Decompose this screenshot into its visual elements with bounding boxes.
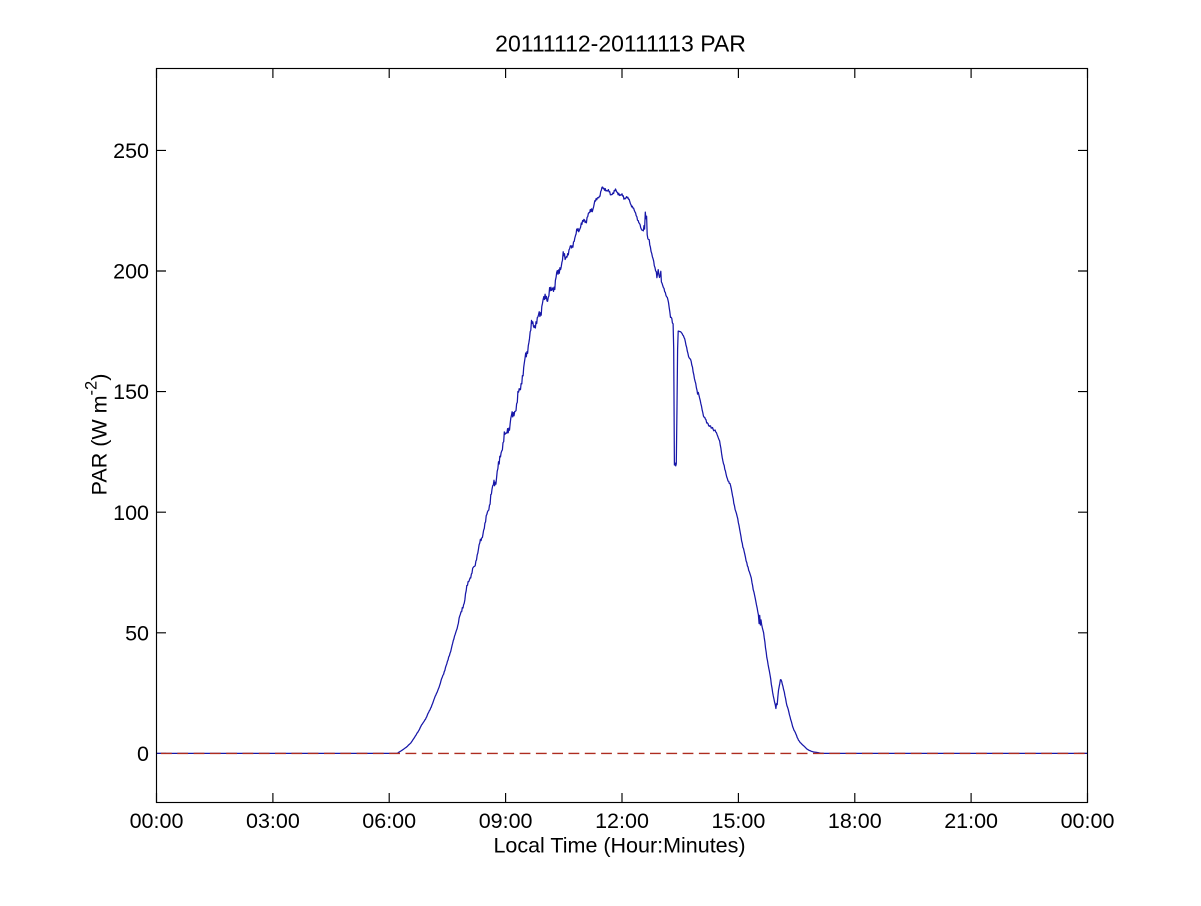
svg-text:200: 200 bbox=[113, 260, 149, 284]
svg-text:250: 250 bbox=[113, 139, 149, 163]
svg-text:00:00: 00:00 bbox=[130, 809, 184, 833]
svg-text:18:00: 18:00 bbox=[828, 809, 882, 833]
svg-text:50: 50 bbox=[125, 621, 149, 645]
svg-text:12:00: 12:00 bbox=[595, 809, 649, 833]
svg-text:09:00: 09:00 bbox=[479, 809, 533, 833]
svg-text:06:00: 06:00 bbox=[362, 809, 416, 833]
svg-text:00:00: 00:00 bbox=[1061, 809, 1115, 833]
svg-text:0: 0 bbox=[137, 742, 149, 766]
svg-text:21:00: 21:00 bbox=[944, 809, 998, 833]
svg-text:100: 100 bbox=[113, 501, 149, 525]
svg-text:20111112-20111113 PAR: 20111112-20111113 PAR bbox=[495, 31, 746, 57]
svg-text:Local Time (Hour:Minutes): Local Time (Hour:Minutes) bbox=[493, 834, 745, 858]
svg-text:03:00: 03:00 bbox=[246, 809, 300, 833]
svg-text:150: 150 bbox=[113, 380, 149, 404]
svg-text:15:00: 15:00 bbox=[711, 809, 765, 833]
